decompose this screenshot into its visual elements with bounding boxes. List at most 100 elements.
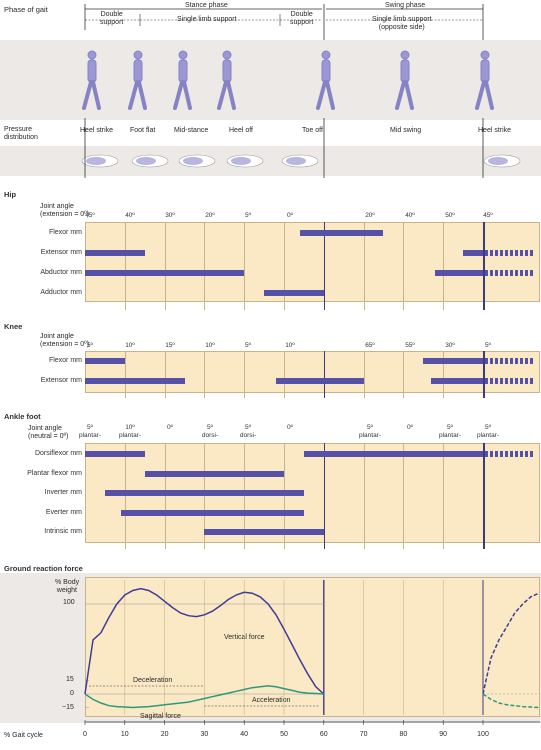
ytick-15: 15: [66, 676, 74, 683]
footprint: [131, 154, 169, 168]
angle-direction: plantar-: [438, 432, 462, 439]
event-heel-strike-2: Heel strike: [478, 127, 512, 134]
muscle-label: Plantar flexor mm: [27, 469, 82, 477]
muscle-label: Adductor mm: [40, 289, 82, 296]
angle-value: 10º: [285, 342, 295, 349]
swing-phase-label: Swing phase: [385, 2, 426, 9]
x-tick-label: 80: [399, 731, 408, 738]
activity-bar: [276, 378, 364, 384]
pressure-title: Pressure distribution: [4, 126, 38, 141]
sagittal-force-curve: [84, 685, 324, 709]
angle-value: 45º: [85, 212, 95, 219]
angle-value: 5º: [485, 342, 491, 349]
grid-line: [403, 351, 405, 398]
vertical-force-next-curve: [482, 592, 540, 695]
activity-bar: [303, 451, 483, 457]
angle-value: 5º: [367, 424, 373, 431]
grid-line: [284, 351, 285, 398]
x-tick-label: 40: [240, 731, 249, 738]
muscle-label: Extensor mm: [40, 377, 82, 384]
x-tick-label: 70: [359, 731, 368, 738]
walker-figure: [217, 50, 236, 110]
muscle-label: Flexor mm: [48, 357, 82, 364]
x-tick-label: 30: [200, 731, 209, 738]
event-mid-swing: Mid swing: [390, 127, 422, 134]
angle-direction: plantar-: [118, 432, 142, 439]
angle-value: 10º: [205, 342, 215, 349]
grid-line: [323, 351, 326, 398]
angle-direction: dorsi-: [239, 432, 257, 439]
activity-bar: [104, 490, 304, 496]
grid-line: [443, 222, 445, 310]
angle-value: 5º: [245, 424, 251, 431]
cycle-end-line: [483, 351, 485, 398]
x-tick-label: 0: [83, 731, 87, 738]
angle-value: 30º: [445, 342, 455, 349]
angle-value: 65º: [365, 342, 375, 349]
sagittal-force-label: Sagittal force: [140, 713, 181, 720]
vertical-force-curve: [84, 587, 325, 695]
walker-figure: [82, 50, 101, 110]
double-support-2: Double support: [290, 11, 314, 26]
ankle-title: Ankle foot: [4, 412, 41, 421]
muscle-label: Inverter mm: [44, 489, 82, 496]
angle-value: 0º: [287, 212, 293, 219]
angle-value: 0º: [287, 424, 293, 431]
deceleration-label: Deceleration: [133, 677, 173, 684]
angle-value: 55º: [405, 342, 415, 349]
walker-figure: [173, 50, 192, 110]
activity-bar-continued: [485, 270, 535, 276]
angle-value: 5º: [447, 424, 453, 431]
acceleration-label: Acceleration: [252, 697, 291, 704]
grid-line: [164, 222, 166, 310]
angle-value: 30º: [165, 212, 175, 219]
activity-bar: [423, 358, 483, 364]
grid-line: [363, 443, 365, 549]
x-tick-label: 90: [439, 731, 448, 738]
activity-bar-continued: [485, 250, 535, 256]
muscle-label: Everter mm: [45, 508, 82, 516]
walker-figure: [475, 50, 494, 110]
angle-direction: plantar-: [358, 432, 382, 439]
angle-value: 0º: [167, 424, 173, 431]
grid-line: [363, 222, 365, 310]
single-limb-support: Single limb support: [177, 16, 237, 23]
event-heel-off: Heel off: [229, 127, 253, 134]
cycle-end-line: [483, 443, 485, 549]
activity-bar: [144, 470, 284, 477]
grid-line: [204, 351, 206, 398]
ankle-angle-label: Joint angle (neutral = 0º): [28, 425, 69, 440]
grid-line: [323, 443, 326, 549]
grid-line: [244, 351, 246, 398]
grid-line: [403, 222, 405, 310]
activity-bar: [431, 378, 483, 384]
angle-direction: dorsi-: [201, 432, 219, 439]
cycle-end-line: [483, 222, 485, 310]
grid-line: [244, 222, 246, 310]
grid-line: [124, 351, 126, 398]
x-tick-label: 10: [120, 731, 129, 738]
x-tick-label: 50: [280, 731, 288, 738]
sagittal-force-next-curve: [482, 693, 539, 709]
angle-value: 5º: [245, 342, 251, 349]
activity-bar: [463, 250, 483, 256]
grf-title: Ground reaction force: [4, 564, 83, 573]
grid-line: [443, 351, 445, 398]
grf-ylabel: % Body weight: [55, 579, 80, 594]
grid-line: [323, 222, 326, 310]
activity-bar: [435, 270, 483, 276]
ytick-neg15: −15: [62, 704, 74, 711]
muscle-label: Intrinsic mm: [44, 528, 82, 535]
angle-value: 15º: [165, 342, 175, 349]
grid-line: [204, 222, 206, 310]
angle-value: 40º: [405, 212, 415, 219]
footprint: [483, 154, 521, 168]
footprint: [81, 154, 119, 168]
hip-title: Hip: [4, 190, 17, 199]
walker-figure: [395, 50, 414, 110]
grid-line: [403, 443, 405, 549]
activity-bar: [264, 290, 324, 296]
angle-direction: plantar-: [476, 432, 500, 439]
